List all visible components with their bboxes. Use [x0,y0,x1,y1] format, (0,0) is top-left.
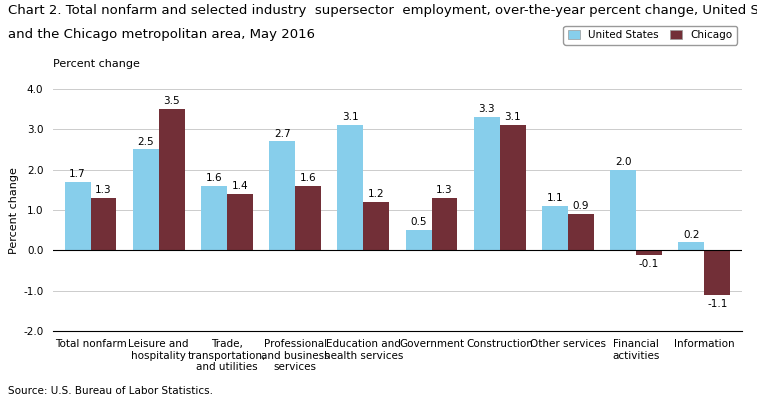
Text: Percent change: Percent change [53,59,140,69]
Bar [636,250,662,255]
Bar [431,198,457,250]
Text: 0.2: 0.2 [683,229,699,240]
Text: 1.7: 1.7 [69,169,86,179]
Text: 1.6: 1.6 [300,173,316,183]
Text: 3.5: 3.5 [164,96,180,106]
Y-axis label: Percent change: Percent change [9,166,19,254]
Text: 2.0: 2.0 [615,157,631,167]
Bar [159,109,185,250]
Text: 0.9: 0.9 [572,201,589,211]
Bar [568,214,593,250]
Bar [406,230,431,250]
Text: 1.2: 1.2 [368,189,385,199]
Legend: United States, Chicago: United States, Chicago [563,26,737,44]
Bar [338,125,363,250]
Bar [678,242,704,250]
Text: 2.7: 2.7 [274,128,291,139]
Text: -0.1: -0.1 [639,259,659,269]
Text: 1.3: 1.3 [95,185,112,195]
Text: 1.3: 1.3 [436,185,453,195]
Text: 1.6: 1.6 [206,173,223,183]
Text: 3.1: 3.1 [504,112,521,122]
Bar [500,125,525,250]
Bar [610,170,636,250]
Text: 3.1: 3.1 [342,112,359,122]
Bar [295,186,321,250]
Text: Chart 2. Total nonfarm and selected industry  supersector  employment, over-the-: Chart 2. Total nonfarm and selected indu… [8,4,757,17]
Text: 3.3: 3.3 [478,104,495,114]
Bar [201,186,227,250]
Text: -1.1: -1.1 [707,299,727,309]
Bar [227,194,253,250]
Bar [363,202,389,250]
Text: 2.5: 2.5 [138,137,154,147]
Bar [132,149,159,250]
Bar [64,182,91,250]
Bar [91,198,117,250]
Bar [269,141,295,250]
Text: 1.1: 1.1 [547,193,563,203]
Bar [542,206,568,250]
Bar [474,117,500,250]
Text: 1.4: 1.4 [232,181,248,191]
Text: 0.5: 0.5 [410,217,427,227]
Text: and the Chicago metropolitan area, May 2016: and the Chicago metropolitan area, May 2… [8,28,315,41]
Text: Source: U.S. Bureau of Labor Statistics.: Source: U.S. Bureau of Labor Statistics. [8,386,213,396]
Bar [704,250,731,295]
